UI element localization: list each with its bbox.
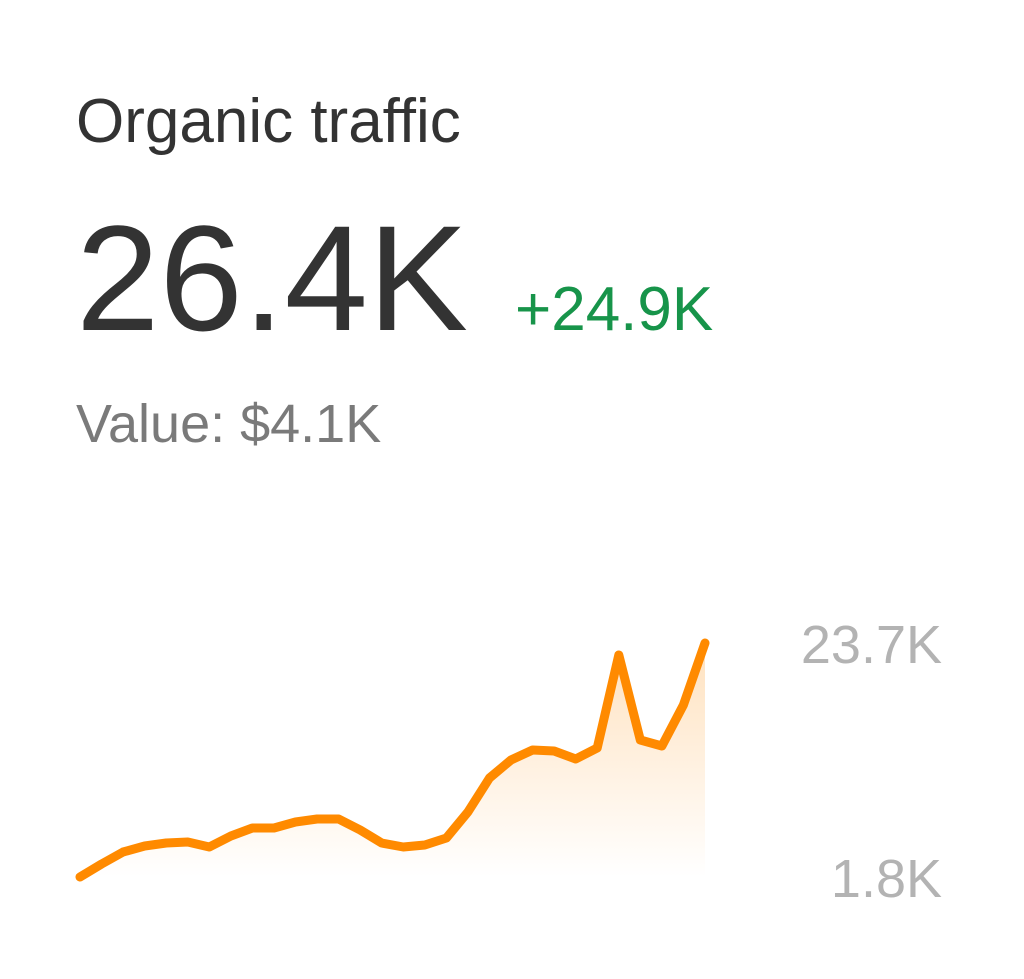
y-tick-label: 1.8K (831, 849, 942, 909)
area (80, 643, 705, 877)
metric-worth: Value: $4.1K (76, 394, 381, 454)
y-tick-label: 23.7K (801, 615, 942, 675)
card-title: Organic traffic (76, 87, 461, 156)
metric-value: 26.4K (76, 194, 468, 362)
metric-change: +24.9K (515, 275, 713, 344)
line (75, 638, 710, 882)
